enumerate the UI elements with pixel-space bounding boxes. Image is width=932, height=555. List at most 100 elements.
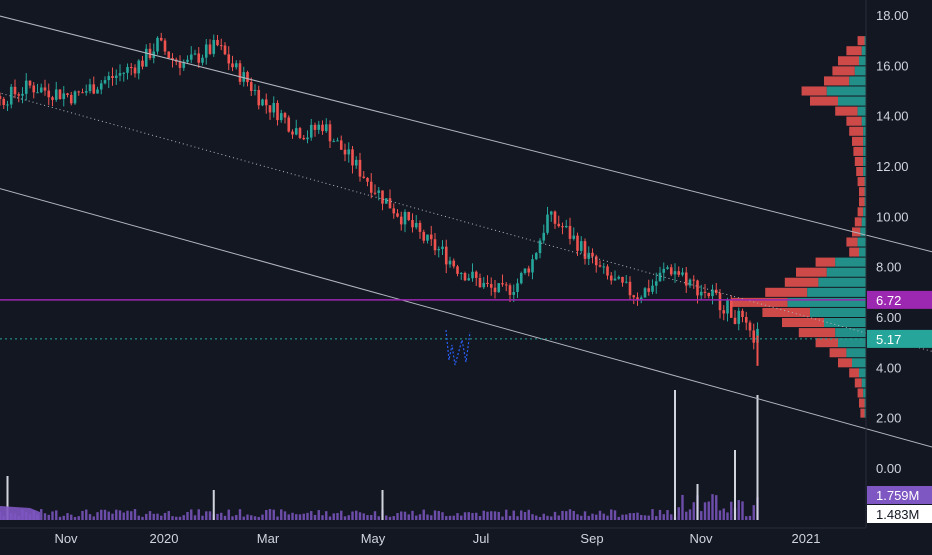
- profile-bar-up: [854, 66, 866, 76]
- volume-label-2: 1.483M: [876, 507, 919, 522]
- candle-body: [77, 91, 81, 93]
- volume-bar: [73, 516, 77, 520]
- profile-bar-down: [762, 307, 810, 317]
- profile-bar-down: [852, 227, 861, 237]
- candle-body: [576, 235, 579, 251]
- price-tick-label: 8.00: [876, 260, 901, 275]
- volume-bar: [58, 516, 62, 520]
- candle-body: [456, 266, 459, 274]
- profile-bar-up: [861, 116, 866, 126]
- candle-body: [223, 45, 227, 55]
- volume-bar: [467, 512, 470, 520]
- candle-body: [624, 281, 628, 283]
- volume-bar: [40, 509, 43, 520]
- volume-bar: [430, 515, 433, 520]
- candle-body: [722, 310, 726, 314]
- candle-body: [163, 40, 167, 52]
- candle-body: [249, 82, 253, 91]
- volume-bar: [103, 509, 107, 520]
- candle-body: [197, 53, 201, 63]
- volume-bar: [685, 511, 688, 520]
- candle-body: [707, 292, 711, 297]
- price-axis[interactable]: 18.00 16.00 14.00 12.00 10.00 8.00 6.00 4.00 2.0…: [876, 8, 909, 476]
- resistance-line: [0, 15, 932, 253]
- annotation-scribble: [445, 329, 471, 366]
- candle-body: [13, 86, 17, 95]
- candle-body: [546, 214, 549, 233]
- candle-body: [594, 256, 598, 266]
- candle-body: [733, 317, 737, 324]
- candle-body: [317, 124, 321, 130]
- time-axis[interactable]: Nov 2020 Mar May Jul Sep Nov 2021: [54, 531, 820, 546]
- candle-body: [54, 89, 58, 100]
- profile-bar-down: [849, 126, 864, 136]
- profile-bar-up: [838, 338, 866, 348]
- candle-body: [504, 284, 508, 286]
- candle-body: [587, 252, 591, 259]
- candle-body: [238, 63, 242, 82]
- profile-bar-up: [863, 156, 866, 166]
- volume-bar: [287, 514, 290, 520]
- volume-bar: [70, 514, 73, 520]
- candle-body: [699, 291, 703, 296]
- candle-body: [621, 276, 624, 283]
- candle-body: [523, 268, 527, 274]
- profile-bar-down: [838, 358, 852, 368]
- profile-bar-up: [860, 227, 866, 237]
- volume-bar: [145, 513, 148, 520]
- profile-bar-up: [852, 358, 866, 368]
- volume-bar: [107, 511, 110, 520]
- volume-bar: [700, 511, 703, 520]
- volume-bar: [703, 502, 707, 520]
- time-tick-label: May: [361, 531, 386, 546]
- volume-bar: [542, 513, 545, 520]
- profile-bar-down: [846, 116, 862, 126]
- volume-bar: [572, 510, 575, 520]
- profile-bar-up: [863, 388, 866, 398]
- candle-body: [703, 291, 707, 293]
- profile-bar-up: [846, 348, 866, 358]
- volume-bar: [752, 505, 755, 520]
- profile-bar-up: [849, 76, 866, 86]
- candle-body: [651, 285, 654, 292]
- volume-bar: [336, 513, 339, 520]
- candle-body: [684, 272, 688, 286]
- candle-body: [186, 59, 189, 62]
- trend-channel[interactable]: [0, 1, 932, 459]
- time-tick-label: Mar: [257, 531, 280, 546]
- volume-bar: [557, 515, 560, 520]
- volume-bar: [493, 511, 497, 520]
- candle-body: [748, 322, 752, 331]
- candle-body: [302, 137, 306, 140]
- volume-bar: [152, 513, 155, 520]
- candle-body: [6, 104, 9, 106]
- candle-body: [103, 80, 107, 84]
- last-price-label: 5.17: [876, 332, 901, 347]
- candle-body: [264, 99, 268, 106]
- candle-body: [553, 211, 557, 224]
- price-tick-label: 6.00: [876, 310, 901, 325]
- profile-bar-down: [801, 86, 827, 96]
- candle-body: [467, 278, 471, 281]
- volume-bar: [433, 510, 437, 520]
- time-tick-label: Nov: [689, 531, 713, 546]
- volume-bar: [178, 516, 182, 520]
- profile-bar-down: [857, 207, 864, 217]
- profile-bar-down: [846, 46, 862, 56]
- volume-bar: [478, 516, 482, 520]
- volume-area: [0, 506, 40, 520]
- profile-bar-up: [826, 86, 866, 96]
- profile-bar-up: [826, 267, 866, 277]
- candle-body: [294, 128, 298, 135]
- candle-body: [471, 271, 474, 279]
- price-tick-label: 16.00: [876, 58, 909, 73]
- candle-body: [306, 137, 309, 140]
- profile-bar-up: [810, 307, 866, 317]
- candle-body: [411, 220, 414, 228]
- candle-body: [129, 67, 133, 69]
- candle-body: [107, 76, 111, 81]
- profile-bar-down: [835, 106, 858, 116]
- volume-bar: [253, 516, 257, 520]
